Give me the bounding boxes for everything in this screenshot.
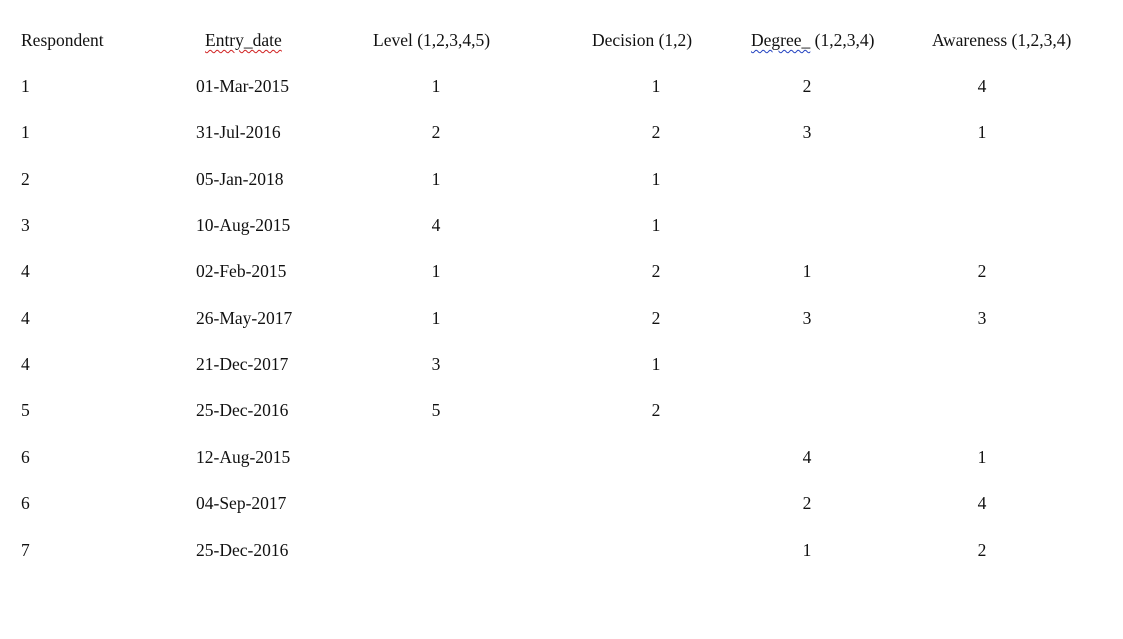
cell-awareness: 4 [977,76,987,96]
cell-entry-date: 02-Feb-2015 [196,261,287,282]
header-entry-date: Entry_date [205,30,282,50]
cell-respondent: 7 [21,539,30,560]
header-respondent: Respondent [21,30,104,50]
cell-level: 3 [431,354,441,375]
cell-degree: 1 [802,261,812,282]
cell-decision: 2 [651,400,661,421]
header-degree: Degree_ (1,2,3,4) [751,30,874,50]
cell-awareness: 4 [977,493,987,514]
cell-respondent: 6 [21,446,30,467]
cell-awareness: 2 [977,539,987,560]
cell-respondent: 3 [21,215,30,236]
cell-level: 1 [431,261,441,282]
cell-respondent: 6 [21,493,30,514]
cell-entry-date: 21-Dec-2017 [196,354,289,375]
cell-degree: 3 [802,122,812,143]
cell-degree: 3 [802,307,812,328]
header-level: Level (1,2,3,4,5) [373,30,491,50]
cell-entry-date: 10-Aug-2015 [196,215,291,236]
cell-respondent: 4 [21,307,30,328]
cell-decision: 1 [651,168,661,189]
cell-level: 1 [431,168,441,189]
cell-degree: 2 [802,76,812,96]
cell-awareness: 1 [977,122,987,143]
cell-decision: 2 [651,122,661,143]
cell-respondent: 1 [21,122,30,143]
cell-degree: 1 [802,539,812,560]
cell-entry-date: 01-Mar-2015 [196,76,289,96]
cell-level: 1 [431,76,441,96]
cell-awareness: 2 [977,261,987,282]
cell-respondent: 1 [21,76,30,96]
cell-entry-date: 25-Dec-2016 [196,400,289,421]
cell-degree: 2 [802,493,812,514]
cell-degree: 4 [802,446,812,467]
cell-entry-date: 26-May-2017 [196,307,293,328]
cell-respondent: 4 [21,261,30,282]
header-degree-range: (1,2,3,4) [810,30,875,50]
cell-decision: 1 [651,76,661,96]
cell-level: 5 [431,400,441,421]
header-awareness: Awareness (1,2,3,4) [932,30,1072,50]
cell-level: 1 [431,307,441,328]
cell-awareness: 3 [977,307,987,328]
cell-entry-date: 05-Jan-2018 [196,168,284,189]
cell-decision: 1 [651,354,661,375]
cell-entry-date: 31-Jul-2016 [196,122,281,143]
header-decision: Decision (1,2) [592,30,693,50]
cell-awareness: 1 [977,446,987,467]
cell-decision: 1 [651,215,661,236]
cell-respondent: 2 [21,168,30,189]
cell-respondent: 5 [21,400,30,421]
cell-decision: 2 [651,261,661,282]
header-degree-word: Degree_ [751,30,811,50]
cell-entry-date: 25-Dec-2016 [196,539,289,560]
cell-respondent: 4 [21,354,30,375]
cell-entry-date: 04-Sep-2017 [196,493,287,514]
cell-entry-date: 12-Aug-2015 [196,446,291,467]
cell-level: 4 [431,215,441,236]
cell-decision: 2 [651,307,661,328]
cell-level: 2 [431,122,441,143]
